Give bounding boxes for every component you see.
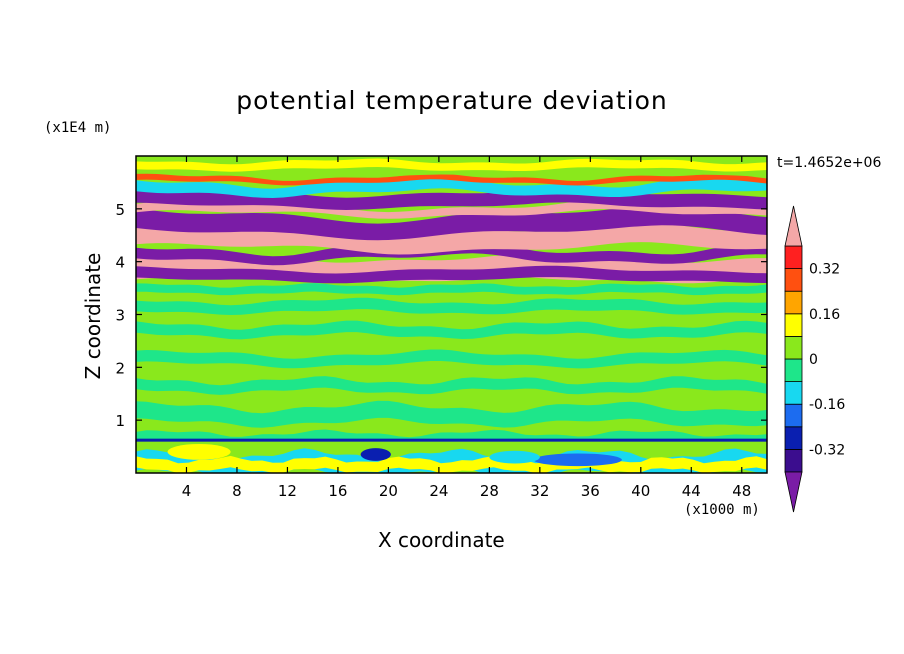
field-blob [489,450,540,464]
colorbar-segment [784,358,803,383]
colorbar-label: -0.16 [809,397,845,413]
time-label: t=1.4652e+06 [777,155,882,171]
x-tick-label: 16 [328,482,347,500]
contour-field [136,156,767,473]
z-tick-label: 4 [115,254,125,272]
colorbar-low-arrow [784,471,803,513]
field-band [136,283,767,296]
colorbar-label: 0.16 [809,307,840,323]
field-blob [167,443,231,460]
colorbar-segment [784,245,803,270]
z-tick-label: 2 [115,359,125,377]
field-band [136,241,767,266]
z-tick-label: 1 [115,412,125,430]
colorbar-label: 0.32 [809,262,840,278]
x-tick-label: 28 [480,482,499,500]
colorbar: -0.32 -0.16 0 0.16 0.32 [784,205,845,513]
colorbar-segment [784,403,803,428]
field-band [136,376,767,395]
colorbar-label: -0.32 [809,442,845,458]
z-axis-unit: (x1E4 m) [44,120,112,136]
field-blob [533,453,622,467]
field-band [136,173,767,186]
colorbar-segment [784,426,803,450]
x-tick-label: 48 [732,482,751,500]
x-tick-label: 44 [682,482,701,500]
colorbar-high-arrow [784,205,803,247]
x-tick-label: 8 [232,482,242,500]
x-axis-label: X coordinate [378,528,505,552]
field-band [136,438,767,442]
x-tick-label: 20 [379,482,398,500]
field-band [136,349,767,369]
x-axis-unit: (x1000 m) [684,502,760,518]
field-band [136,176,767,198]
field-band [136,320,767,340]
z-tick-label: 5 [115,201,125,219]
z-tick-label: 3 [115,307,125,325]
colorbar-segment [784,313,803,337]
x-tick-label: 24 [429,482,448,500]
field-band [136,265,767,284]
field-band [136,205,767,241]
x-tick-label: 4 [182,482,192,500]
field-band [136,400,767,428]
x-tick-label: 40 [631,482,650,500]
x-axis: 4 8 12 16 20 24 28 32 36 40 44 48 [182,156,751,500]
x-tick-label: 32 [530,482,549,500]
x-tick-label: 12 [278,482,297,500]
colorbar-segment [784,335,803,360]
z-axis: 1 2 3 4 5 [115,201,767,430]
field-blob [360,448,391,461]
colorbar-segment [784,381,803,405]
chart-title: potential temperature deviation [236,86,668,115]
colorbar-segment [784,448,803,473]
colorbar-segment [784,290,803,315]
colorbar-label: 0 [809,352,818,368]
colorbar-segment [784,268,803,292]
field-band [136,158,767,172]
field-band [136,297,767,315]
field-band [136,455,767,473]
x-tick-label: 36 [581,482,600,500]
